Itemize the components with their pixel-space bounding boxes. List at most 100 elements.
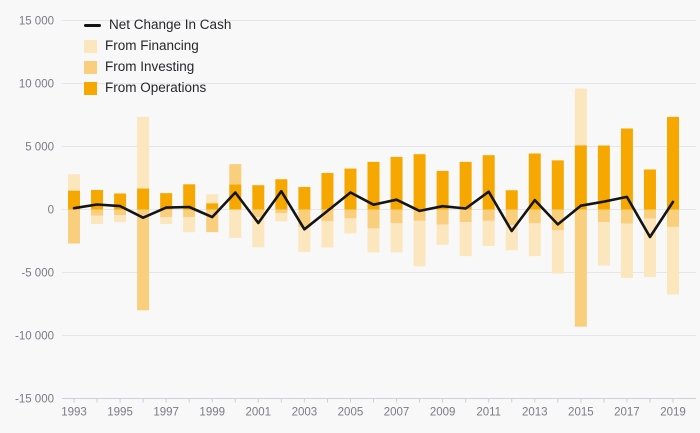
x-tick-label: 2013 xyxy=(522,407,548,419)
chart-legend: Net Change In Cash From Financing From I… xyxy=(84,17,231,96)
legend-item-financing[interactable]: From Financing xyxy=(84,38,231,54)
bar-segment-financing xyxy=(390,223,403,253)
legend-label: From Investing xyxy=(105,59,195,74)
bar-segment-financing xyxy=(206,194,219,204)
x-tick-label: 2019 xyxy=(660,407,686,419)
net-change-line-swatch xyxy=(84,23,101,27)
bar-segment-investing xyxy=(344,209,357,219)
bar-segment-financing xyxy=(551,230,564,274)
bar-segment-financing xyxy=(68,174,80,191)
bar-segment-investing xyxy=(114,209,127,216)
bar-segment-investing xyxy=(275,209,288,214)
bar-segment-operations xyxy=(91,189,104,210)
bar-segment-financing xyxy=(344,218,357,234)
y-tick-label: 0 xyxy=(48,205,54,217)
bar-segment-financing xyxy=(183,217,196,233)
financing-swatch xyxy=(84,39,97,53)
bar-segment-operations xyxy=(321,172,334,210)
bar-segment-investing xyxy=(229,164,242,185)
bar-segment-operations xyxy=(597,145,610,210)
bar-segment-investing xyxy=(68,209,80,244)
x-tick-label: 2009 xyxy=(430,407,456,419)
bar-segment-financing xyxy=(459,222,472,257)
y-tick-label: 15 000 xyxy=(19,16,54,28)
bar-segment-operations xyxy=(643,169,656,210)
bar-segment-operations xyxy=(505,190,518,210)
legend-label: Net Change In Cash xyxy=(109,17,232,32)
bar-segment-investing xyxy=(459,209,472,223)
bar-segment-operations xyxy=(137,188,150,210)
bar-segment-financing xyxy=(620,223,633,278)
x-tick-label: 2017 xyxy=(614,407,640,419)
bar-segment-financing xyxy=(252,217,265,248)
bar-segment-investing xyxy=(597,209,610,223)
investing-swatch xyxy=(84,60,97,74)
bar-segment-investing xyxy=(620,209,633,224)
bar-segment-operations xyxy=(620,128,633,210)
bar-segment-investing xyxy=(643,209,656,219)
x-tick-label: 1999 xyxy=(199,407,225,419)
bar-segment-investing xyxy=(91,209,104,216)
bar-segment-financing xyxy=(505,225,518,251)
bar-segment-investing xyxy=(413,209,426,221)
bar-segment-operations xyxy=(367,161,380,210)
bar-segment-financing xyxy=(137,116,150,189)
x-tick-label: 2005 xyxy=(338,407,364,419)
x-tick-label: 1997 xyxy=(153,407,179,419)
bar-segment-operations xyxy=(298,186,311,210)
y-tick-label: -5 000 xyxy=(21,268,54,280)
bar-segment-financing xyxy=(482,220,495,247)
bar-segment-operations xyxy=(667,116,679,210)
bar-segment-operations xyxy=(528,153,541,210)
bar-segment-investing xyxy=(183,209,196,218)
bar-segment-investing xyxy=(436,209,449,225)
bar-segment-operations xyxy=(229,184,242,210)
bar-segment-operations xyxy=(275,179,288,210)
bar-segment-investing xyxy=(667,209,679,227)
bar-segment-financing xyxy=(114,215,127,223)
bar-segment-financing xyxy=(413,220,426,267)
legend-label: From Operations xyxy=(105,80,207,95)
bar-segment-operations xyxy=(344,168,357,210)
bar-segment-operations xyxy=(413,154,426,210)
bar-segment-financing xyxy=(160,217,173,224)
bar-segment-operations xyxy=(574,145,587,210)
bar-segment-operations xyxy=(459,161,472,210)
y-tick-label: -15 000 xyxy=(15,394,54,406)
bar-segment-operations xyxy=(551,160,564,210)
bar-segment-operations xyxy=(252,185,265,210)
bar-segment-investing xyxy=(160,209,173,218)
bar-segment-operations xyxy=(206,203,219,210)
bar-segment-investing xyxy=(505,209,518,226)
x-tick-label: 2011 xyxy=(476,407,501,419)
net-change-line xyxy=(72,189,675,239)
bar-segment-financing xyxy=(275,213,288,222)
y-tick-label: 10 000 xyxy=(19,79,54,91)
bar-segment-financing xyxy=(91,215,104,224)
bar-segment-investing xyxy=(321,209,334,222)
bar-segment-investing xyxy=(367,209,380,229)
legend-item-investing[interactable]: From Investing xyxy=(84,59,231,75)
bar-segment-investing xyxy=(390,209,403,224)
bar-segment-financing xyxy=(667,226,679,295)
bar-segment-operations xyxy=(160,193,173,210)
bar-segment-investing xyxy=(252,209,265,218)
bar-segment-operations xyxy=(390,156,403,210)
bar-segment-operations xyxy=(68,190,80,210)
bar-segment-financing xyxy=(574,88,587,146)
x-tick-label: 2007 xyxy=(384,407,410,419)
legend-label: From Financing xyxy=(105,38,199,53)
bar-segment-investing xyxy=(551,209,564,231)
bar-segment-investing xyxy=(482,209,495,221)
bar-segment-operations xyxy=(183,184,196,210)
x-tick-label: 1993 xyxy=(61,407,87,419)
bar-segment-financing xyxy=(436,224,449,245)
x-tick-label: 2003 xyxy=(292,407,318,419)
legend-item-net-change[interactable]: Net Change In Cash xyxy=(84,17,231,33)
legend-item-operations[interactable]: From Operations xyxy=(84,80,231,96)
x-tick-label: 2015 xyxy=(568,407,594,419)
bar-segment-operations xyxy=(436,170,449,210)
bar-segment-financing xyxy=(528,223,541,257)
